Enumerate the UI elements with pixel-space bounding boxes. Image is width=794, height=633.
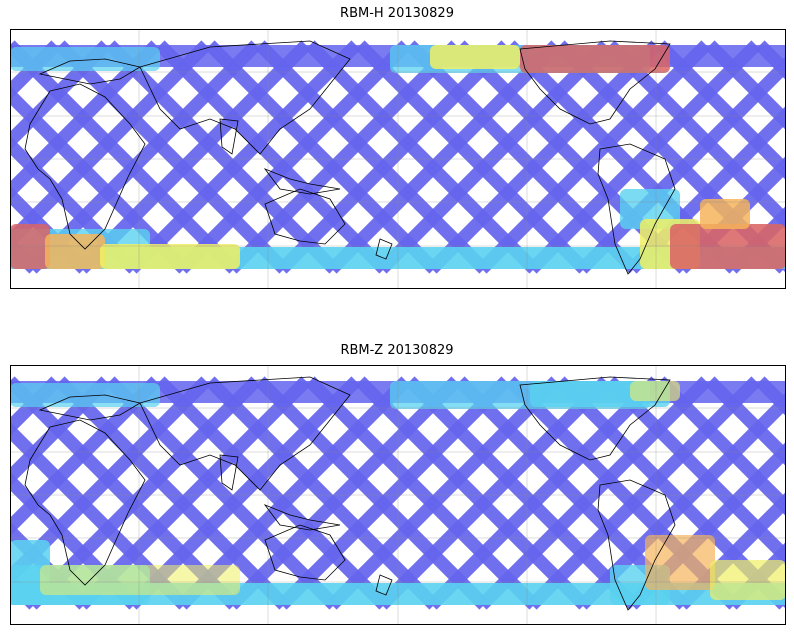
- north-cyan-region: [10, 47, 160, 71]
- descending-swath: [477, 40, 711, 274]
- descending-swath: [10, 376, 161, 537]
- hotspot-layer: [10, 381, 786, 605]
- ascending-swath: [655, 376, 786, 517]
- australia-coast: [264, 524, 346, 581]
- newzealand-coast: [375, 238, 393, 260]
- south-america-coast: [597, 143, 676, 275]
- ascending-swath: [705, 40, 786, 131]
- descending-swath: [227, 40, 461, 274]
- descending-swath: [277, 376, 511, 610]
- coastline-layer: [24, 376, 676, 611]
- gridline-layer: [10, 365, 786, 625]
- saa-orange: [645, 535, 715, 590]
- ascending-swath: [205, 376, 439, 610]
- ascending-swath: [10, 40, 239, 274]
- ascending-swath: [155, 376, 389, 610]
- descending-swath: [577, 55, 786, 274]
- ascending-swath: [405, 40, 639, 274]
- descending-swath: [177, 40, 411, 274]
- rbm-z-world-map: [10, 365, 786, 625]
- europe-coast: [38, 394, 142, 421]
- north-america-coast: [519, 376, 671, 461]
- north-america-coast: [519, 40, 671, 125]
- west-orange-region: [45, 234, 105, 269]
- asia-coast: [139, 376, 351, 491]
- gridline-layer: [10, 29, 786, 289]
- descending-swath: [377, 40, 611, 274]
- hotspot-layer: [10, 45, 786, 269]
- descending-swath: [10, 40, 111, 151]
- descending-swath: [327, 40, 561, 274]
- africa-coast: [24, 83, 146, 250]
- europe-coast: [38, 58, 142, 85]
- ascending-swath: [255, 376, 489, 610]
- north-cyan-region: [10, 383, 160, 407]
- rbm-h-world-map: [10, 29, 786, 289]
- ascending-swath: [705, 376, 786, 467]
- map-frame: [10, 365, 786, 625]
- australia-coast: [264, 188, 346, 245]
- india-coast: [219, 454, 239, 491]
- descending-swath: [427, 376, 661, 610]
- ascending-swath: [155, 40, 389, 274]
- descending-swath: [477, 376, 711, 610]
- descending-swath: [10, 376, 61, 437]
- descending-swath: [277, 40, 511, 274]
- descending-swath: [227, 376, 461, 610]
- ascending-swath: [305, 40, 539, 274]
- descending-swath: [127, 40, 361, 274]
- descending-swath: [10, 376, 111, 487]
- descending-swath: [377, 376, 611, 610]
- indonesia-coast: [263, 504, 341, 531]
- ascending-swath: [605, 376, 786, 567]
- panel-title-rbm-z: RBM-Z 20130829: [340, 343, 454, 358]
- saa-yellow: [710, 560, 786, 600]
- asia-coast: [139, 40, 351, 155]
- descending-swath: [527, 40, 761, 274]
- ascending-swath: [55, 40, 289, 274]
- saa-red: [670, 224, 786, 269]
- ascending-swath: [605, 40, 786, 231]
- newzealand-coast: [375, 574, 393, 596]
- map-frame: [10, 29, 786, 289]
- ascending-swath: [205, 40, 439, 274]
- south-america-coast: [597, 479, 676, 611]
- ascending-swath: [405, 376, 639, 610]
- saa-orange: [700, 199, 750, 229]
- coastline-layer: [24, 40, 676, 275]
- indonesia-coast: [263, 168, 341, 195]
- descending-swath: [10, 40, 161, 201]
- descending-swath: [327, 376, 561, 610]
- ascending-swath: [305, 376, 539, 610]
- north-yellow-region: [430, 45, 520, 69]
- ascending-swath: [255, 40, 489, 274]
- south-yellow-band: [40, 565, 240, 595]
- ascending-swath: [355, 40, 589, 274]
- africa-coast: [24, 419, 146, 586]
- ascending-swath: [655, 40, 786, 181]
- north-yellow-spot: [630, 381, 680, 401]
- north-red-region: [520, 45, 670, 73]
- swath-layer: [10, 376, 786, 610]
- ascending-swath: [355, 376, 589, 610]
- india-coast: [219, 118, 239, 155]
- west-red-region: [10, 224, 50, 269]
- south-yellow-band: [100, 244, 240, 269]
- descending-swath: [427, 40, 661, 274]
- descending-swath: [527, 376, 761, 610]
- panel-title-rbm-h: RBM-H 20130829: [340, 6, 454, 21]
- ascending-swath: [55, 376, 289, 610]
- descending-swath: [10, 40, 61, 101]
